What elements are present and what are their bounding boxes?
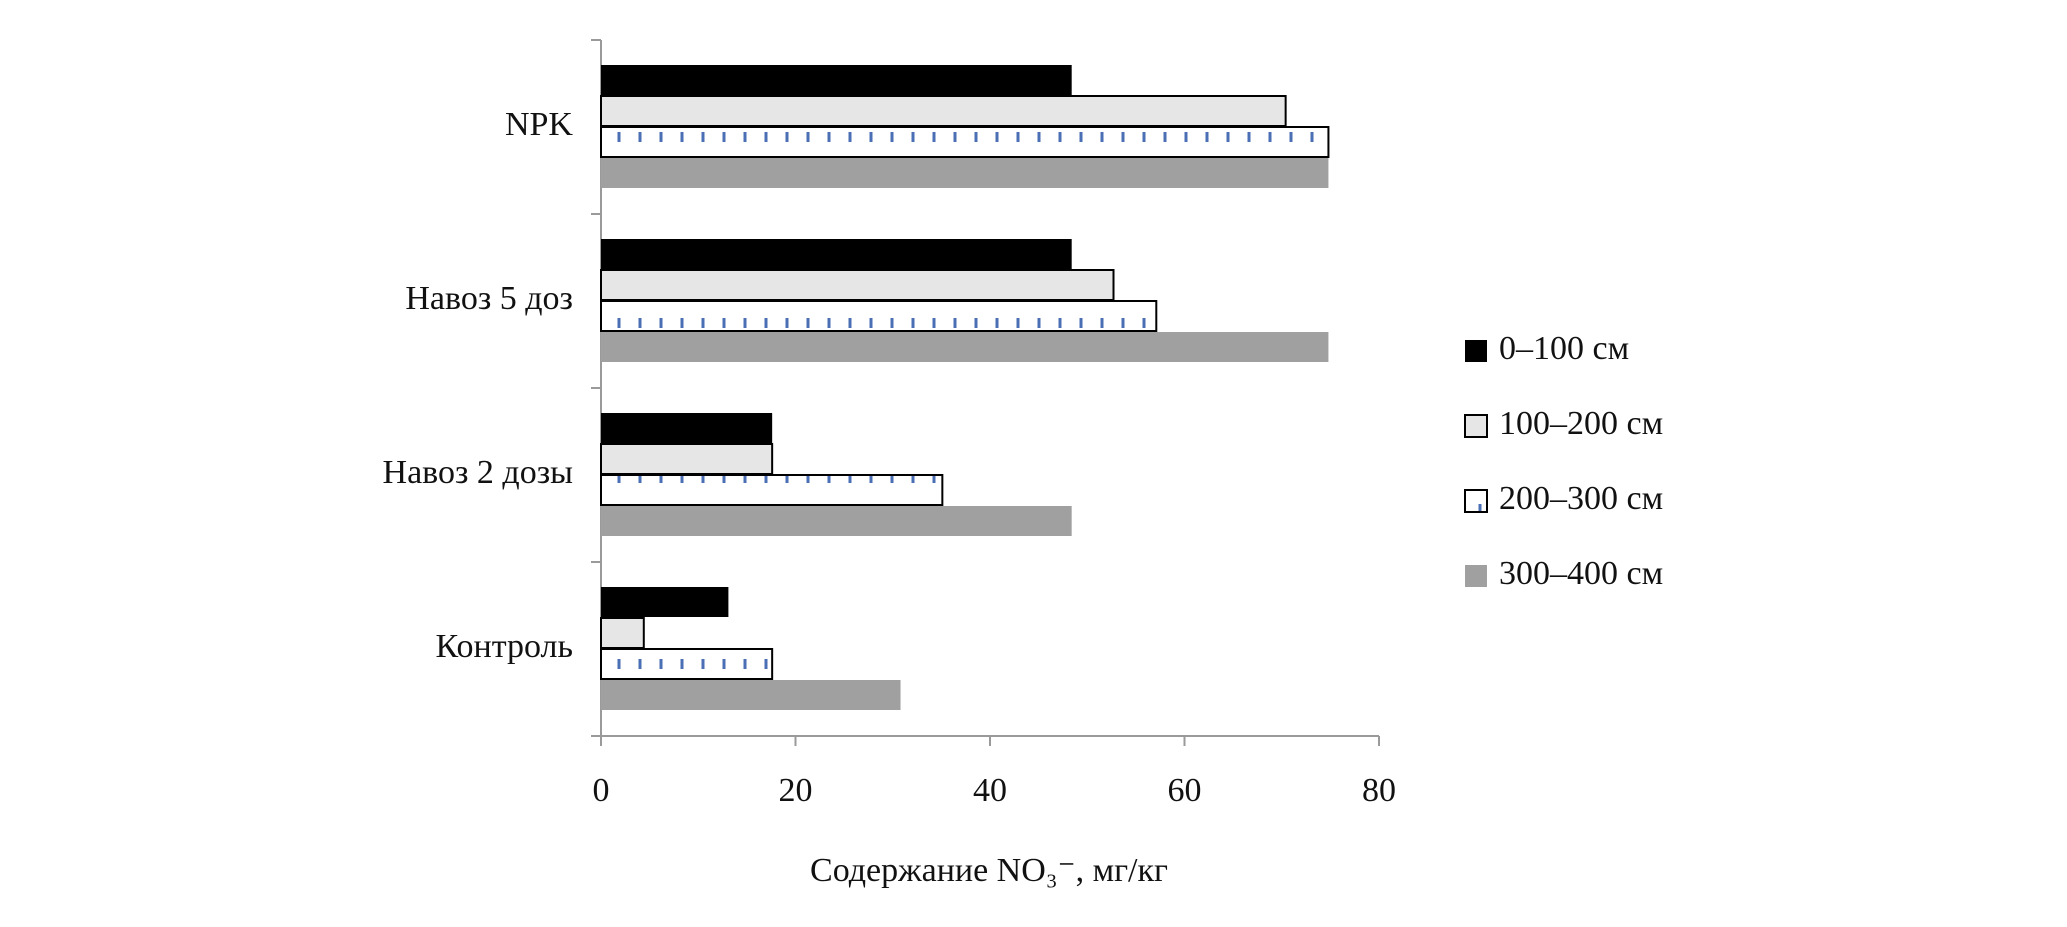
bar [600, 269, 1115, 301]
bar [601, 65, 1072, 95]
bar [601, 158, 1329, 188]
bar [600, 443, 774, 475]
legend-label: 200–300 см [1499, 480, 1663, 517]
x-tick-label: 40 [973, 772, 1007, 809]
bar [601, 680, 901, 710]
legend-label: 100–200 см [1499, 405, 1663, 442]
bar [600, 126, 1330, 158]
y-tick-label: Навоз 5 доз [405, 280, 573, 317]
legend-swatch [1464, 489, 1488, 513]
x-axis-label: Содержание NO₃⁻, мг/кг [810, 852, 1168, 889]
legend-swatch [1464, 414, 1488, 438]
bar [601, 239, 1072, 269]
bar [600, 648, 774, 680]
x-tick-label: 0 [593, 772, 610, 809]
bar [601, 413, 773, 443]
y-tick-label: Контроль [436, 628, 573, 665]
legend-label: 300–400 см [1499, 555, 1663, 592]
bar [600, 95, 1287, 127]
x-tick-label: 60 [1168, 772, 1202, 809]
bar [600, 300, 1158, 332]
bar [601, 506, 1072, 536]
y-tick-label: Навоз 2 дозы [383, 454, 574, 491]
y-tick-label: NPK [505, 106, 573, 143]
bar [600, 617, 645, 649]
bar [601, 587, 729, 617]
x-tick-label: 80 [1362, 772, 1396, 809]
x-tick-label: 20 [779, 772, 813, 809]
legend-swatch [1465, 565, 1487, 587]
bar [601, 332, 1329, 362]
legend-label: 0–100 см [1499, 330, 1629, 367]
bar [600, 474, 944, 506]
legend-swatch [1465, 340, 1487, 362]
